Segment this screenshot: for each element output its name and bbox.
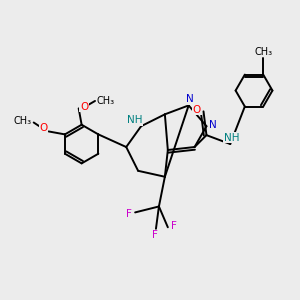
Text: N: N <box>208 120 216 130</box>
Text: F: F <box>152 230 158 240</box>
Text: F: F <box>171 221 177 231</box>
Text: NH: NH <box>224 133 239 142</box>
Text: CH₃: CH₃ <box>254 47 272 57</box>
Text: NH: NH <box>128 115 143 125</box>
Text: O: O <box>80 102 88 112</box>
Text: N: N <box>186 94 194 104</box>
Text: CH₃: CH₃ <box>13 116 32 126</box>
Text: F: F <box>126 209 131 219</box>
Text: CH₃: CH₃ <box>96 96 115 106</box>
Text: O: O <box>193 105 201 115</box>
Text: O: O <box>39 124 47 134</box>
